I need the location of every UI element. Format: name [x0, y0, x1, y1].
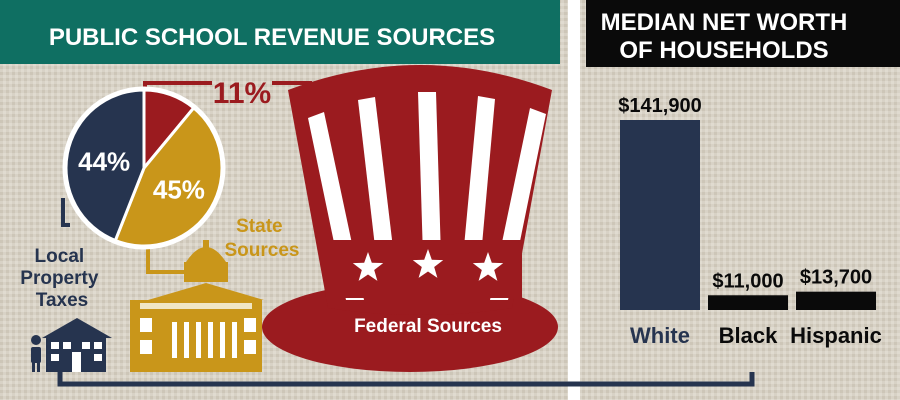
- right-title-bar: [586, 0, 900, 67]
- local-line2: Property: [20, 268, 99, 289]
- local-line1: Local: [35, 246, 85, 267]
- state-sources-label: State Sources: [225, 216, 300, 261]
- left-panel-title: PUBLIC SCHOOL REVENUE SOURCES: [49, 24, 495, 51]
- federal-sources-label: Federal Sources: [354, 316, 502, 337]
- panel-divider: [568, 0, 580, 400]
- bar-white: [620, 120, 700, 310]
- capitol-columns: [140, 318, 256, 358]
- bar-black: [708, 295, 788, 310]
- pie-outline: [62, 86, 226, 250]
- bar-category-hispanic: Hispanic: [790, 323, 882, 348]
- bottom-connector: [57, 372, 755, 387]
- pie-slice-local: [64, 88, 146, 243]
- pie-label-local: 44%: [78, 146, 130, 176]
- star-icon: [412, 249, 444, 278]
- pie-label-state: 45%: [153, 175, 205, 205]
- house-icon: [42, 318, 112, 372]
- pie-slice-state: [113, 105, 224, 248]
- pie-chart: 45% 44%: [62, 86, 226, 250]
- uncle-sam-hat-icon: [262, 65, 558, 372]
- bar-hispanic: [796, 291, 876, 310]
- bar-value-hispanic: $13,700: [800, 267, 872, 289]
- right-panel-title-line1: MEDIAN NET WORTH: [601, 9, 848, 36]
- right-panel-title-line2: OF HOUSEHOLDS: [619, 37, 828, 64]
- state-sources-line1: State: [236, 216, 282, 237]
- local-line3: Taxes: [36, 290, 88, 311]
- pie-label-federal: 11%: [213, 77, 271, 110]
- left-title-bar: [0, 0, 560, 64]
- bar-category-white: White: [630, 323, 690, 348]
- bar-chart: $141,900 White $11,000 Black $13,700 Hispanic: [618, 95, 882, 348]
- bar-value-black: $11,000: [712, 270, 783, 292]
- local-property-taxes-label: Local Property Taxes: [20, 246, 103, 311]
- hat-stars: [352, 249, 504, 281]
- bar-category-black: Black: [719, 323, 778, 348]
- star-icon: [352, 252, 384, 281]
- person-icon: [31, 335, 41, 372]
- star-icon: [472, 252, 504, 281]
- state-sources-line2: Sources: [225, 240, 300, 261]
- local-connector: [61, 198, 70, 227]
- bar-value-white: $141,900: [618, 95, 701, 117]
